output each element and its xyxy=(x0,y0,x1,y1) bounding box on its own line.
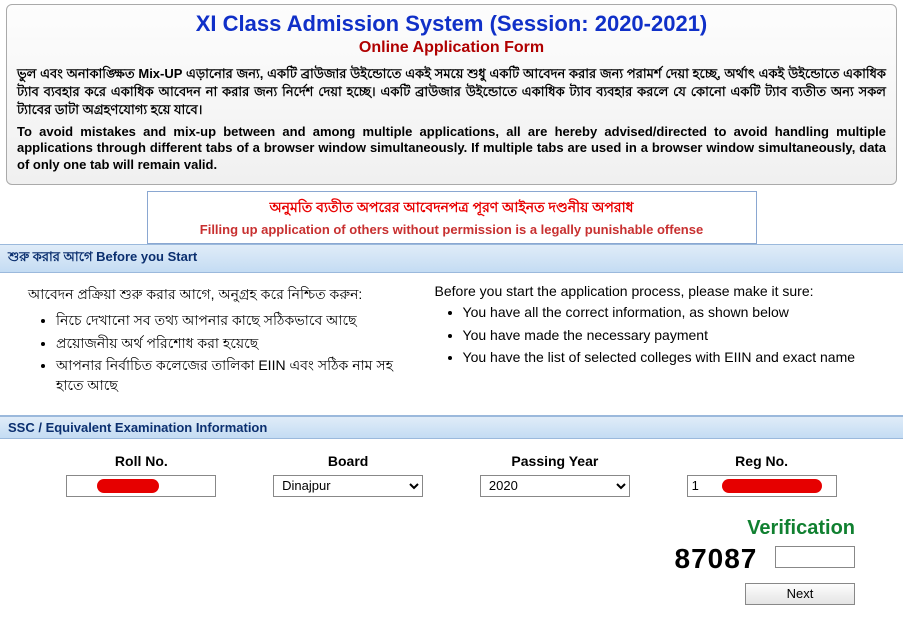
year-label: Passing Year xyxy=(462,453,649,469)
roll-label: Roll No. xyxy=(48,453,235,469)
warning-text-en: Filling up application of others without… xyxy=(156,222,748,237)
verification-input[interactable] xyxy=(775,546,855,568)
before-bn-intro: আবেদন প্রক্রিয়া শুরু করার আগে, অনুগ্রহ … xyxy=(28,283,423,307)
header-panel: XI Class Admission System (Session: 2020… xyxy=(6,4,897,185)
ssc-form-body: Roll No. Board Dinajpur Passing Year 202… xyxy=(0,439,903,623)
button-row: Next xyxy=(18,575,885,615)
reg-field: Reg No. xyxy=(668,453,855,497)
section-heading-before: শুরু করার আগে Before you Start xyxy=(0,244,903,273)
verification-area: Verification 87087 xyxy=(18,515,885,575)
year-field: Passing Year 2020 xyxy=(462,453,649,497)
list-item: You have the list of selected colleges w… xyxy=(463,348,875,368)
list-item: নিচে দেখানো সব তথ্য আপনার কাছে সঠিকভাবে … xyxy=(56,311,423,331)
list-item: You have made the necessary payment xyxy=(463,326,875,346)
form-row: Roll No. Board Dinajpur Passing Year 202… xyxy=(18,453,885,497)
board-label: Board xyxy=(255,453,442,469)
advisory-text-en: To avoid mistakes and mix-up between and… xyxy=(17,124,886,175)
roll-field: Roll No. xyxy=(48,453,235,497)
before-en-column: Before you start the application process… xyxy=(435,283,875,398)
list-item: আপনার নির্বাচিত কলেজের তালিকা EIIN এবং স… xyxy=(56,356,423,395)
page-title: XI Class Admission System (Session: 2020… xyxy=(17,11,886,37)
advisory-text-bn: ভুল এবং অনাকাঙ্ক্ষিত Mix-UP এড়ানোর জন্য… xyxy=(17,65,886,120)
before-bn-column: আবেদন প্রক্রিয়া শুরু করার আগে, অনুগ্রহ … xyxy=(28,283,435,398)
year-select[interactable]: 2020 xyxy=(480,475,630,497)
page-subtitle: Online Application Form xyxy=(17,39,886,57)
next-button[interactable]: Next xyxy=(745,583,855,605)
list-item: প্রয়োজনীয় অর্থ পরিশোধ করা হয়েছে xyxy=(56,334,423,354)
board-field: Board Dinajpur xyxy=(255,453,442,497)
redaction-mark xyxy=(722,479,822,493)
before-en-intro: Before you start the application process… xyxy=(435,283,875,299)
warning-text-bn: অনুমতি ব্যতীত অপরের আবেদনপত্র পূরণ আইনত … xyxy=(156,196,748,220)
captcha-text: 87087 xyxy=(675,543,758,574)
before-en-list: You have all the correct information, as… xyxy=(435,303,875,368)
reg-label: Reg No. xyxy=(668,453,855,469)
redaction-mark xyxy=(97,479,159,493)
verification-label: Verification xyxy=(747,517,855,540)
section-heading-ssc: SSC / Equivalent Examination Information xyxy=(0,416,903,439)
before-start-body: আবেদন প্রক্রিয়া শুরু করার আগে, অনুগ্রহ … xyxy=(0,273,903,415)
before-bn-list: নিচে দেখানো সব তথ্য আপনার কাছে সঠিকভাবে … xyxy=(28,311,423,395)
list-item: You have all the correct information, as… xyxy=(463,303,875,323)
board-select[interactable]: Dinajpur xyxy=(273,475,423,497)
warning-box: অনুমতি ব্যতীত অপরের আবেদনপত্র পূরণ আইনত … xyxy=(147,191,757,244)
